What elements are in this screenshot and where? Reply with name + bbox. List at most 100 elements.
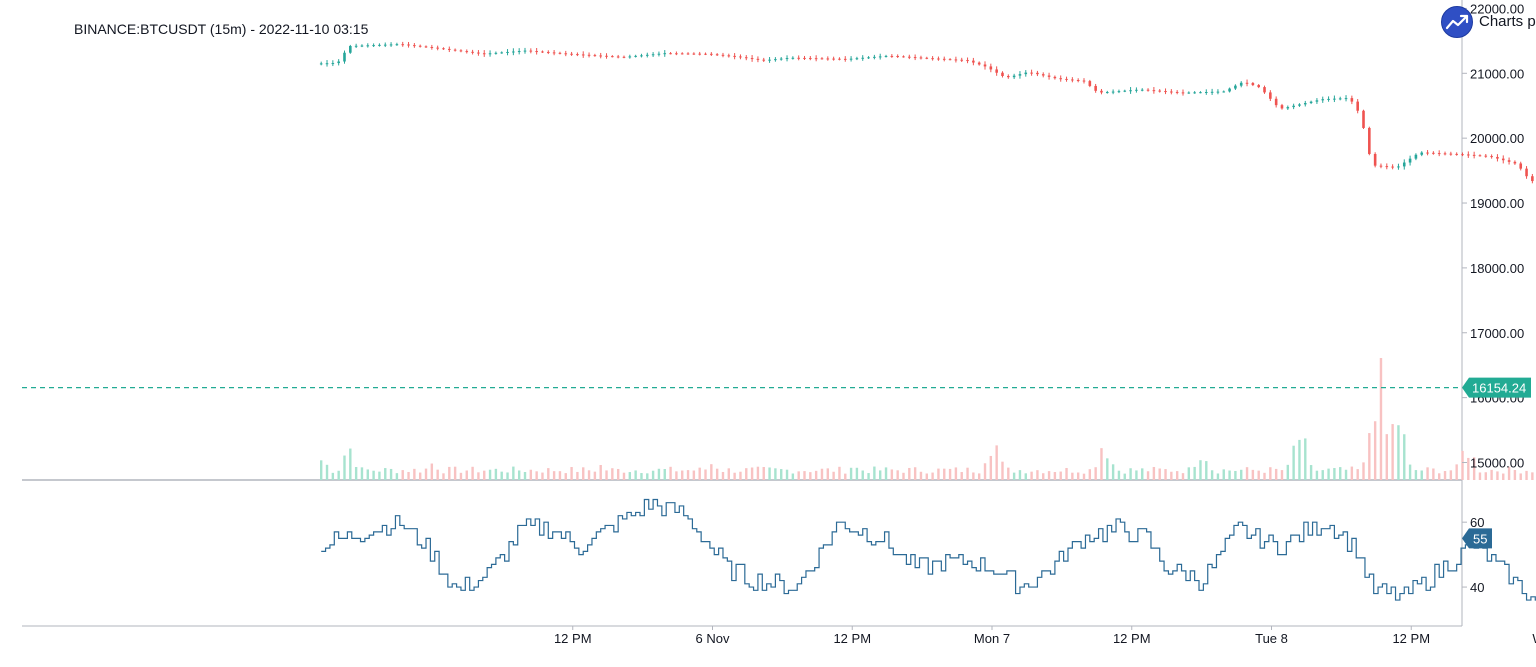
volume-bar xyxy=(1152,466,1156,480)
candle-body xyxy=(1146,89,1150,91)
volume-bar xyxy=(768,467,771,480)
candle-body xyxy=(1117,91,1121,93)
candle-body xyxy=(902,56,905,58)
volume-bar xyxy=(1368,433,1371,480)
candle-body xyxy=(838,58,841,60)
volume-bar xyxy=(1059,471,1062,480)
candle-body xyxy=(704,53,707,55)
candle-body xyxy=(1001,72,1004,77)
volume-bar xyxy=(715,468,719,480)
volume-bar xyxy=(1117,470,1121,480)
volume-bar xyxy=(1001,461,1004,480)
volume-bar xyxy=(1472,457,1476,480)
candle-body xyxy=(343,52,346,62)
candle-body xyxy=(1047,75,1051,77)
candle-body xyxy=(1309,101,1313,104)
candle-body xyxy=(319,63,323,65)
volume-bar xyxy=(1350,466,1354,480)
candle-body xyxy=(436,47,439,49)
candle-body xyxy=(919,57,923,59)
volume-bar xyxy=(1146,471,1150,480)
candle-body xyxy=(663,53,667,55)
candle-body xyxy=(471,51,474,53)
candle-body xyxy=(744,57,748,59)
candle-body xyxy=(803,57,806,59)
volume-bar xyxy=(879,470,882,480)
volume-bar xyxy=(1251,469,1255,480)
candle-body xyxy=(989,66,993,70)
candle-body xyxy=(675,53,678,55)
volume-bar xyxy=(436,469,439,480)
candle-body xyxy=(733,55,736,57)
candle-body xyxy=(1100,90,1103,93)
volume-bar xyxy=(803,471,806,480)
oscillator-tick-label: 40 xyxy=(1470,580,1484,595)
volume-bar xyxy=(1449,470,1453,480)
candle-body xyxy=(954,59,958,61)
candle-body xyxy=(337,61,340,64)
candle-body xyxy=(820,58,824,60)
volume-bar xyxy=(1164,469,1167,480)
volume-bar xyxy=(1333,468,1336,480)
volume-bar xyxy=(1356,469,1359,480)
candle-body xyxy=(1018,74,1022,76)
candle-body xyxy=(1327,98,1330,100)
volume-bar xyxy=(488,469,492,480)
candle-body xyxy=(459,50,463,52)
price-tick-label: 19000.00 xyxy=(1470,196,1524,211)
candle-body xyxy=(401,44,405,46)
chart-title: BINANCE:BTCUSDT (15m) - 2022-11-10 03:15 xyxy=(74,21,369,37)
volume-bar xyxy=(1426,467,1429,480)
volume-bar xyxy=(471,466,474,480)
price-tick-label: 22000.00 xyxy=(1470,1,1524,16)
volume-bar xyxy=(704,469,707,480)
candle-body xyxy=(628,56,632,58)
volume-bar xyxy=(995,445,998,480)
candle-body xyxy=(1024,72,1028,75)
volume-bar xyxy=(1525,470,1528,480)
candle-body xyxy=(1263,87,1266,93)
candle-body xyxy=(1333,98,1336,100)
volume-bar xyxy=(692,470,696,480)
candle-body xyxy=(797,57,800,59)
volume-bar xyxy=(378,471,381,480)
candle-body xyxy=(564,53,568,55)
candle-body xyxy=(576,54,579,56)
candle-body xyxy=(1321,99,1325,101)
candle-body xyxy=(1490,156,1493,158)
candle-body xyxy=(1007,76,1010,78)
candle-body xyxy=(1531,176,1534,182)
volume-bar xyxy=(1292,445,1295,480)
volume-bar xyxy=(564,473,567,480)
candle-body xyxy=(1187,92,1191,94)
volume-bar xyxy=(366,469,369,480)
volume-bar xyxy=(1042,473,1045,480)
volume-bar xyxy=(354,467,358,480)
volume-bar xyxy=(1496,471,1499,480)
volume-bar xyxy=(1135,470,1138,480)
candle-body xyxy=(1455,153,1458,155)
brand-badge[interactable]: Charts p xyxy=(1441,6,1536,40)
volume-bar xyxy=(1193,466,1196,480)
candle-body xyxy=(977,62,981,65)
volume-bar xyxy=(1519,473,1522,480)
candle-body xyxy=(843,58,847,60)
volume-bar xyxy=(1513,469,1517,480)
volume-bar xyxy=(739,471,742,480)
candle-body xyxy=(680,53,684,55)
candle-body xyxy=(727,55,731,57)
candle-body xyxy=(325,63,329,65)
volume-bar xyxy=(1274,468,1278,480)
volume-bar xyxy=(762,467,765,480)
volume-bar xyxy=(1263,472,1266,480)
candle-body xyxy=(1199,92,1202,94)
candle-body xyxy=(884,55,888,57)
candle-body xyxy=(570,53,573,55)
candle-body xyxy=(925,57,929,59)
candle-body xyxy=(1286,107,1290,109)
candle-body xyxy=(506,51,509,53)
volume-bar xyxy=(1111,464,1115,480)
candle-body xyxy=(908,56,911,58)
candle-body xyxy=(1170,91,1173,93)
volume-bar xyxy=(733,472,736,480)
